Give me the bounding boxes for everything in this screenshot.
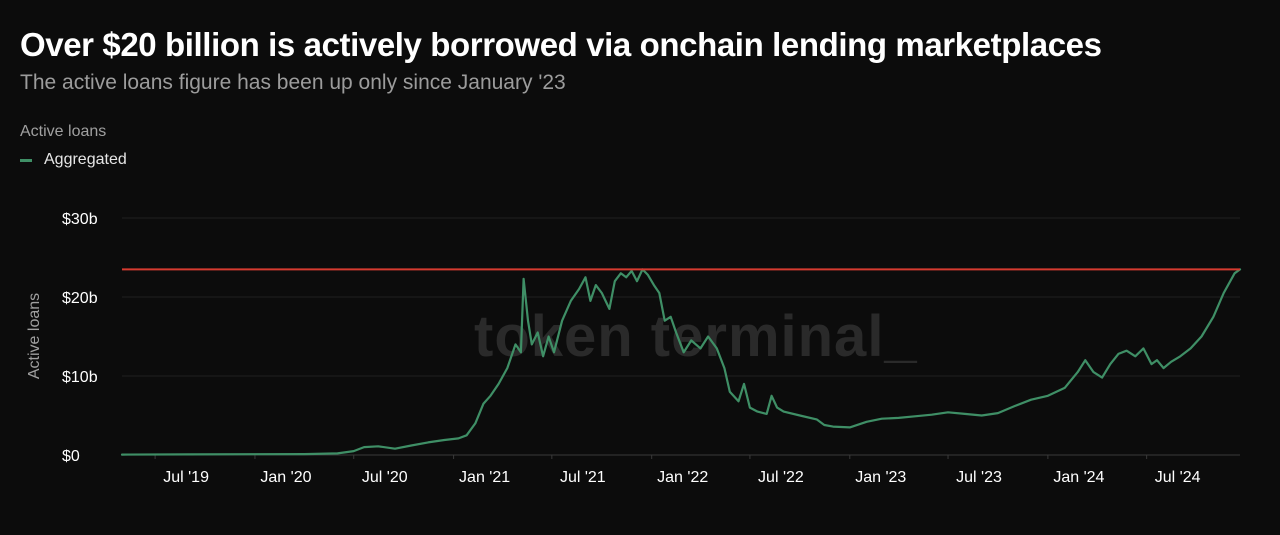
chart-subtitle: The active loans figure has been up only… [20, 71, 566, 94]
x-tick-label: Jul '22 [758, 469, 804, 486]
x-tick-label: Jan '20 [260, 469, 311, 486]
y-tick-label: $30b [62, 211, 98, 228]
x-tick-label: Jul '19 [163, 469, 209, 486]
series-line-0 [120, 268, 1242, 456]
legend-title: Active loans [20, 123, 107, 140]
y-axis-label: Active loans [26, 293, 43, 379]
y-tick-label: $10b [62, 369, 98, 386]
x-tick-label: Jan '21 [459, 469, 510, 486]
legend-swatch [20, 158, 32, 162]
legend-item-aggregated[interactable]: Aggregated [20, 151, 127, 169]
x-tick-label: Jul '20 [362, 469, 408, 486]
chart-title: Over $20 billion is actively borrowed vi… [20, 26, 1102, 63]
y-tick-label: $0 [62, 448, 80, 465]
x-tick-label: Jan '24 [1053, 469, 1104, 486]
y-tick-label: $20b [62, 290, 98, 307]
x-tick-label: Jan '22 [657, 469, 708, 486]
x-tick-label: Jul '21 [560, 469, 606, 486]
x-tick-label: Jul '24 [1155, 469, 1201, 486]
x-tick-label: Jan '23 [855, 469, 906, 486]
x-tick-label: Jul '23 [956, 469, 1002, 486]
legend-label: Aggregated [44, 151, 127, 168]
